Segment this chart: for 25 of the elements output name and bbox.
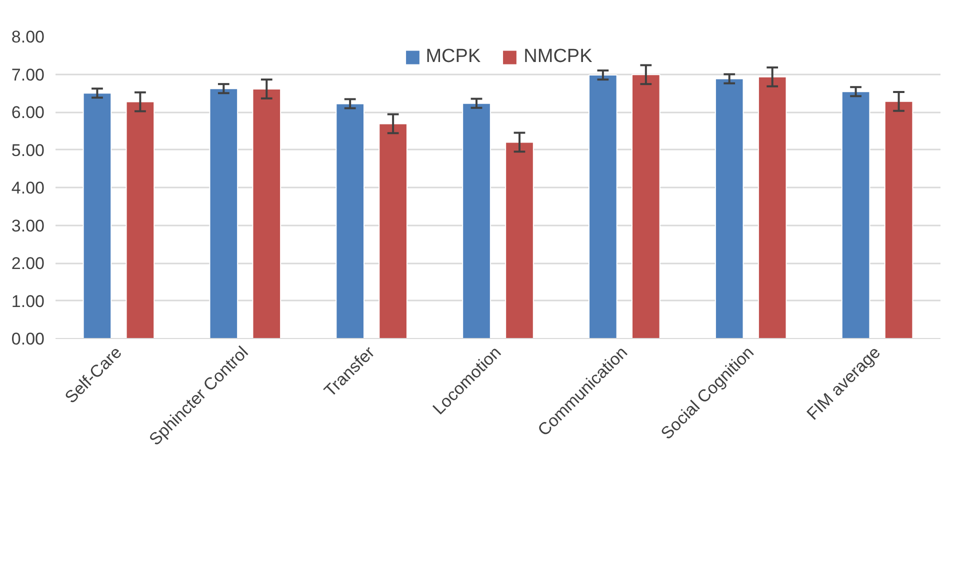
y-tick-label: 8.00 (11, 28, 45, 46)
y-tick-label: 2.00 (11, 254, 45, 273)
bar (841, 91, 870, 338)
legend-label: MCPK (426, 46, 481, 68)
bar (462, 102, 491, 338)
y-tick-label: 5.00 (11, 140, 45, 160)
bar (378, 123, 408, 338)
bar (714, 78, 744, 338)
legend-label: NMCPK (524, 46, 592, 68)
bar (505, 142, 534, 338)
bar (588, 74, 618, 338)
bar (758, 76, 787, 338)
y-tick-label: 3.00 (11, 216, 45, 236)
bar (336, 103, 364, 338)
bar (209, 88, 238, 338)
bar (252, 88, 282, 338)
y-tick-label: 1.00 (11, 292, 45, 311)
y-tick-label: 7.00 (11, 65, 45, 84)
bar (884, 100, 914, 338)
y-tick-label: 0.00 (11, 330, 45, 348)
bar (126, 101, 155, 338)
bar (632, 74, 660, 338)
y-tick-label: 6.00 (11, 103, 45, 122)
y-tick-label: 4.00 (11, 178, 45, 198)
bar (82, 92, 112, 338)
